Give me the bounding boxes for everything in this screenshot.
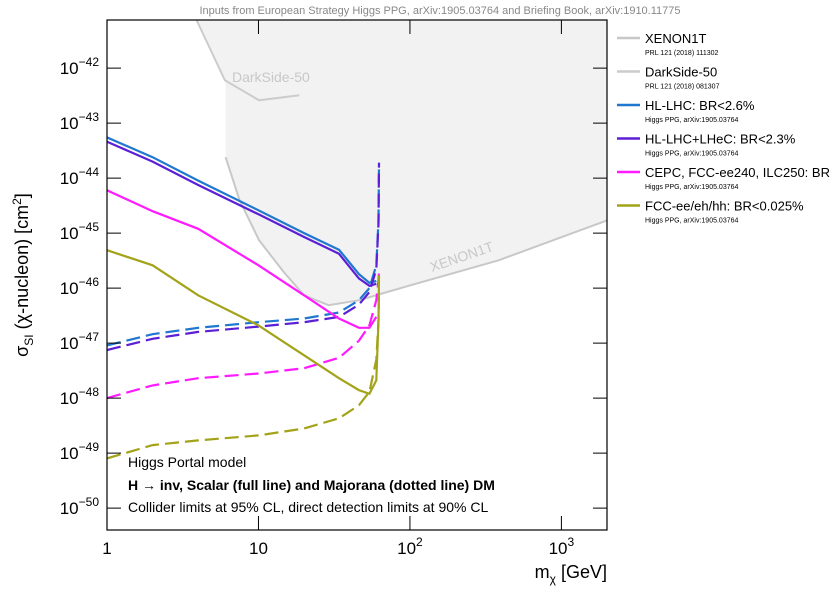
tick-exp: 3 <box>568 535 575 549</box>
tick-label: 10−47 <box>60 330 100 353</box>
tick-label: 10−45 <box>60 220 100 243</box>
tick-base: 10 <box>397 539 416 558</box>
y-axis-label: σSI (χ-nucleon) [cm2] <box>10 193 36 357</box>
tick-label: 10 <box>249 539 268 558</box>
tick-base: 10 <box>60 334 79 353</box>
x-axis-label: mχ [GeV] <box>535 562 607 586</box>
tick-label: 10−43 <box>60 110 100 133</box>
legend-note: Higgs PPG, arXiv:1905.03764 <box>645 218 738 225</box>
legend-note: Higgs PPG, arXiv:1905.03764 <box>645 184 738 191</box>
y-label-sub: SI <box>22 334 36 345</box>
tick-label: 10−48 <box>60 385 100 408</box>
tick-exp: −48 <box>79 385 100 399</box>
plot-area <box>107 20 607 460</box>
tick-label: 102 <box>397 535 423 558</box>
tick-base: 10 <box>60 389 79 408</box>
excluded-region <box>196 20 607 306</box>
y-label-text: (χ-nucleon) [cm <box>12 205 32 334</box>
annotation: DarkSide-50 <box>232 69 310 85</box>
tick-exp: −45 <box>79 220 100 234</box>
x-label-text: [GeV] <box>556 562 607 582</box>
tick-base: 10 <box>549 539 568 558</box>
tick-base: 10 <box>60 169 79 188</box>
majorana-line <box>107 290 381 460</box>
tick-exp: −50 <box>79 495 100 509</box>
scalar-line <box>107 136 377 285</box>
legend-note: Higgs PPG, arXiv:1905.03764 <box>645 151 738 158</box>
majorana-line <box>107 162 381 352</box>
scalar-line <box>107 189 378 329</box>
tick-base: 10 <box>60 444 79 463</box>
majorana-line <box>107 270 381 400</box>
tick-base: 10 <box>60 499 79 518</box>
plot-frame <box>106 19 608 531</box>
x-label-base: m <box>535 562 550 582</box>
chart-title: Inputs from European Strategy Higgs PPG,… <box>199 5 680 17</box>
tick-exp: −42 <box>79 55 100 69</box>
tick-exp: −47 <box>79 330 100 344</box>
tick-base: 10 <box>60 279 79 298</box>
tick-base: 10 <box>60 114 79 133</box>
limit-line <box>224 156 607 307</box>
legend-label: DarkSide-50 <box>645 65 717 80</box>
legend-note: PRL 121 (2018) 081307 <box>645 84 720 91</box>
majorana-line <box>107 162 381 347</box>
legend-label: FCC-ee/eh/hh: BR<0.025% <box>645 199 804 214</box>
tick-base: 10 <box>60 224 79 243</box>
tick-base: 10 <box>60 59 79 78</box>
tick-label: 1 <box>102 539 111 558</box>
tick-label: 10−50 <box>60 495 100 518</box>
y-label-end: ] <box>12 193 32 198</box>
tick-exp: −43 <box>79 110 100 124</box>
limit-line <box>195 20 300 102</box>
axes: 1 10 102 10310−5010−4910−4810−4710−4610−451… <box>60 20 607 558</box>
y-label-base: σ <box>12 346 32 357</box>
annotation: Higgs Portal model <box>128 454 246 470</box>
tick-exp: −49 <box>79 440 100 454</box>
y-label-sup: 2 <box>10 198 24 205</box>
scalar-line <box>107 140 377 288</box>
legend-label: XENON1T <box>645 31 706 46</box>
tick-label: 103 <box>549 535 575 558</box>
legend: XENON1T PRL 121 (2018) 111302 DarkSide-50 P… <box>617 31 830 225</box>
annotation: H → inv, Scalar (full line) and Majorana… <box>128 477 495 493</box>
tick-label: 10−44 <box>60 165 100 188</box>
tick-label: 10−49 <box>60 440 100 463</box>
legend-label: HL-LHC+LHeC: BR<2.3% <box>645 132 796 147</box>
tick-exp: 2 <box>416 535 423 549</box>
tick-label: 10−46 <box>60 275 100 298</box>
tick-label: 10−42 <box>60 55 100 78</box>
tick-exp: −46 <box>79 275 100 289</box>
legend-note: Higgs PPG, arXiv:1905.03764 <box>645 117 738 124</box>
legend-note: PRL 121 (2018) 111302 <box>645 50 719 57</box>
tick-exp: −44 <box>79 165 100 179</box>
legend-label: HL-LHC: BR<2.6% <box>645 98 755 113</box>
annotation: Collider limits at 95% CL, direct detect… <box>128 499 488 515</box>
legend-label: CEPC, FCC-ee240, ILC250: BR<0.3% <box>645 165 830 180</box>
x-label-sub: χ <box>550 572 557 586</box>
